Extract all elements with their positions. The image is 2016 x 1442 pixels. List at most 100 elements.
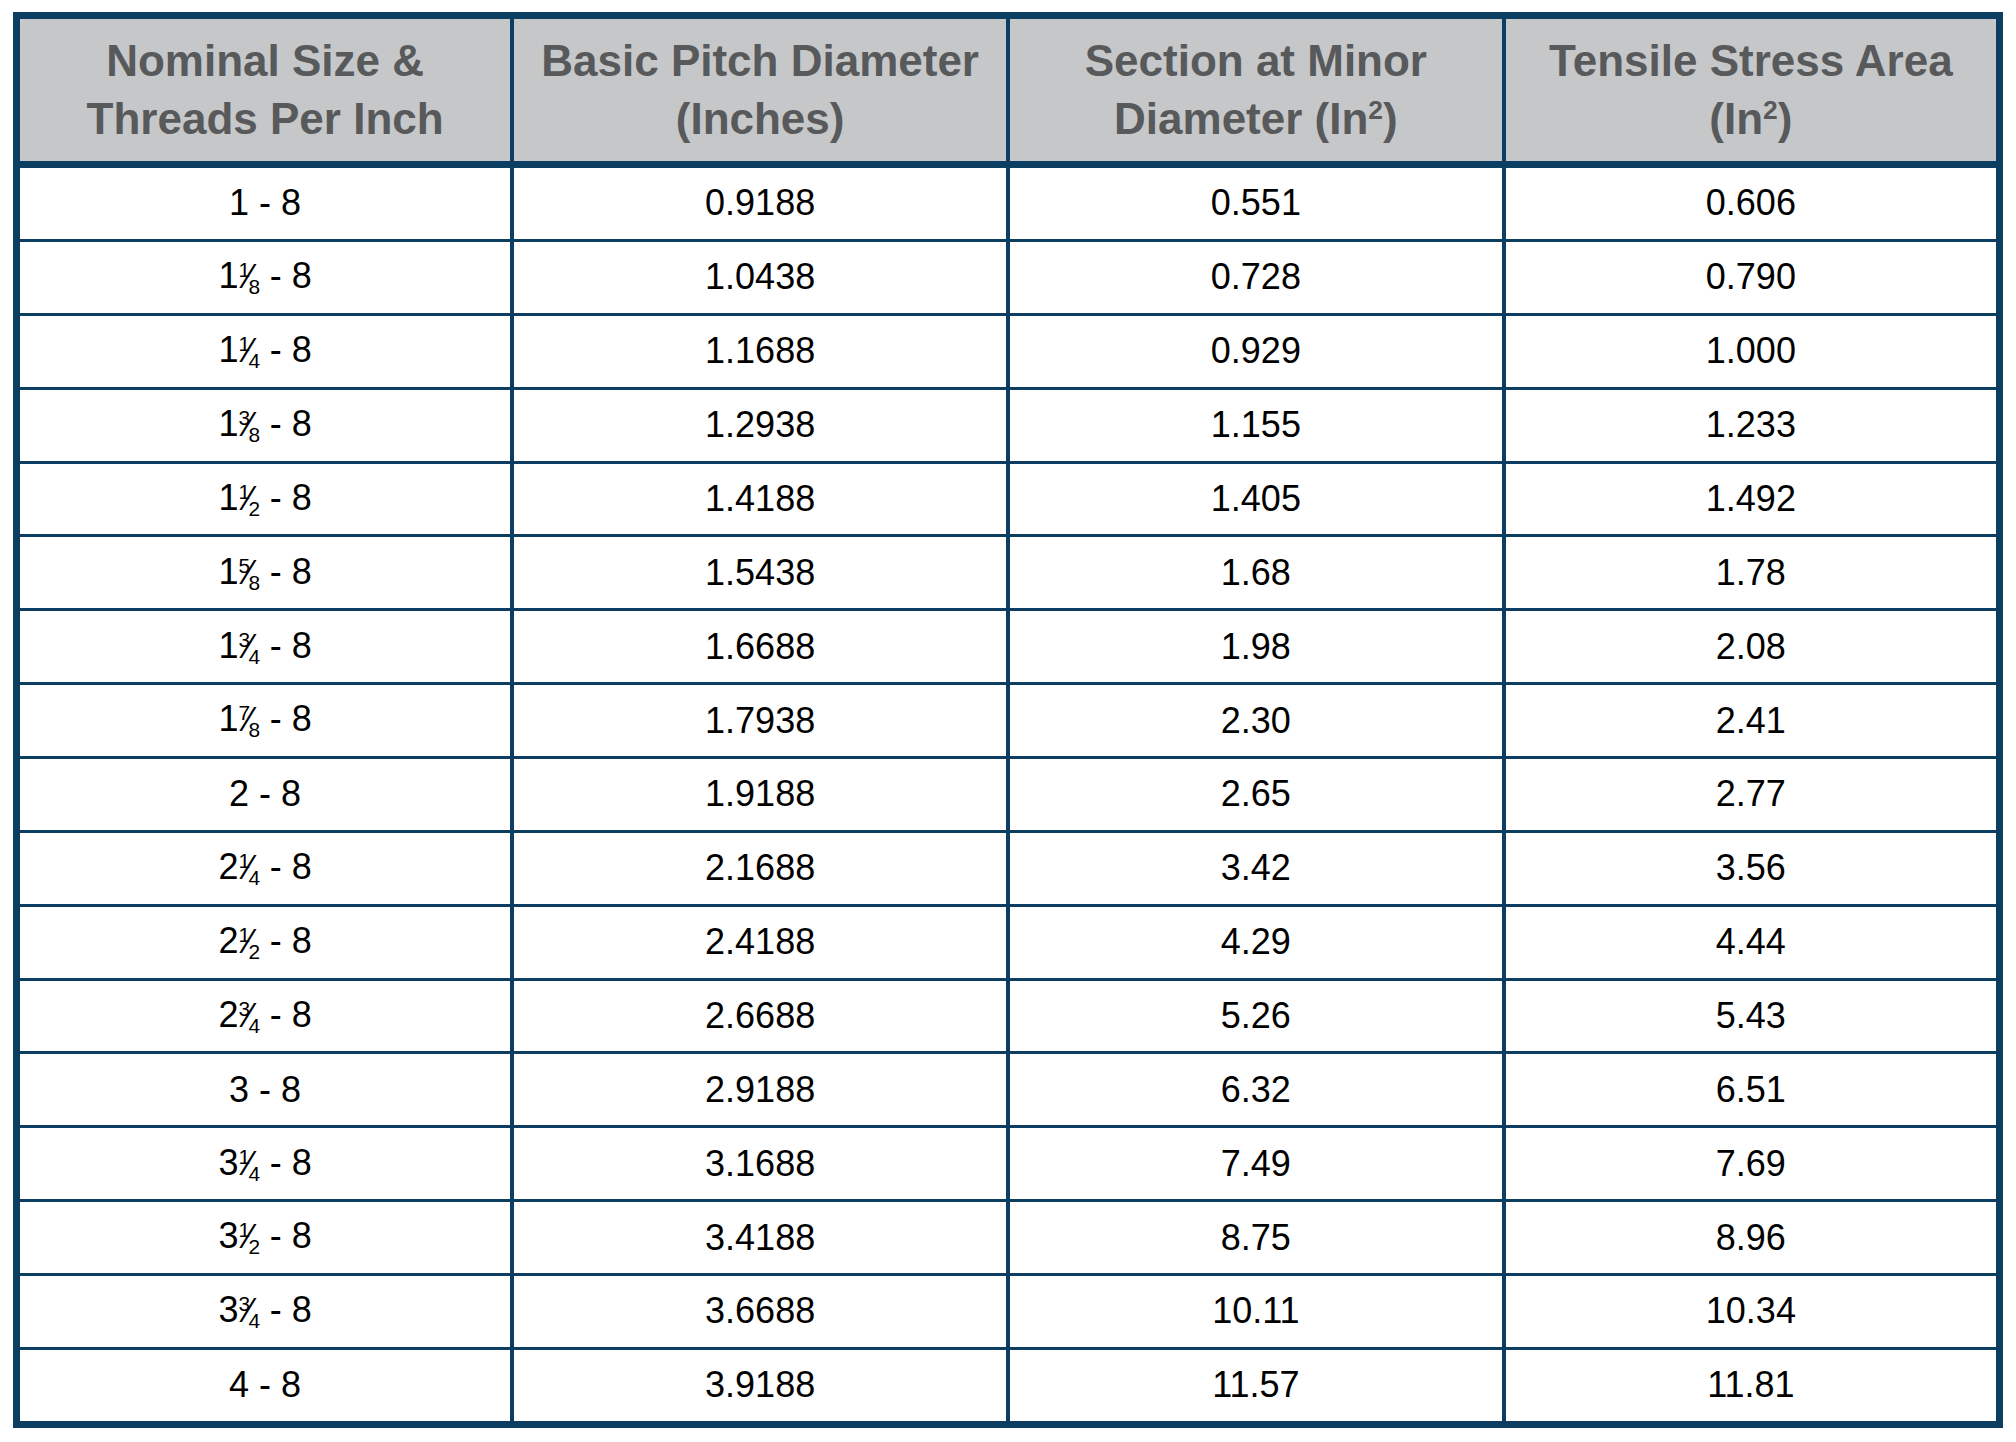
value-cell: 0.728 xyxy=(1008,240,1504,314)
table-header: Nominal Size & Threads Per InchBasic Pit… xyxy=(17,16,2000,165)
size-cell: 31⁄2 - 8 xyxy=(17,1201,513,1275)
fraction: 7⁄8 xyxy=(238,698,259,739)
value-cell: 1.5438 xyxy=(512,536,1008,610)
value-cell: 11.57 xyxy=(1008,1348,1504,1424)
value-cell: 1.492 xyxy=(1504,462,2000,536)
value-cell: 1.155 xyxy=(1008,388,1504,462)
value-cell: 3.1688 xyxy=(512,1127,1008,1201)
thread-spec-table: Nominal Size & Threads Per InchBasic Pit… xyxy=(13,12,2003,1428)
value-cell: 1.2938 xyxy=(512,388,1008,462)
column-header-0: Nominal Size & Threads Per Inch xyxy=(17,16,513,165)
value-cell: 4.29 xyxy=(1008,905,1504,979)
value-cell: 0.551 xyxy=(1008,165,1504,241)
value-cell: 1.68 xyxy=(1008,536,1504,610)
value-cell: 1.405 xyxy=(1008,462,1504,536)
value-cell: 2.77 xyxy=(1504,757,2000,831)
value-cell: 3.6688 xyxy=(512,1274,1008,1348)
fraction: 1⁄4 xyxy=(238,1142,259,1183)
value-cell: 3.42 xyxy=(1008,831,1504,905)
value-cell: 7.49 xyxy=(1008,1127,1504,1201)
size-cell: 11⁄8 - 8 xyxy=(17,240,513,314)
value-cell: 4.44 xyxy=(1504,905,2000,979)
column-header-1: Basic Pitch Diameter (Inches) xyxy=(512,16,1008,165)
size-cell: 11⁄2 - 8 xyxy=(17,462,513,536)
value-cell: 6.32 xyxy=(1008,1053,1504,1127)
fraction: 1⁄4 xyxy=(238,846,259,887)
size-cell: 3 - 8 xyxy=(17,1053,513,1127)
value-cell: 2.9188 xyxy=(512,1053,1008,1127)
value-cell: 0.790 xyxy=(1504,240,2000,314)
value-cell: 1.4188 xyxy=(512,462,1008,536)
table-row: 3 - 82.91886.326.51 xyxy=(17,1053,2000,1127)
value-cell: 7.69 xyxy=(1504,1127,2000,1201)
size-cell: 21⁄4 - 8 xyxy=(17,831,513,905)
fraction: 1⁄4 xyxy=(238,329,259,370)
table-row: 11⁄4 - 81.16880.9291.000 xyxy=(17,314,2000,388)
value-cell: 0.929 xyxy=(1008,314,1504,388)
page: Nominal Size & Threads Per InchBasic Pit… xyxy=(0,0,2016,1442)
size-cell: 13⁄4 - 8 xyxy=(17,610,513,684)
table-row: 21⁄2 - 82.41884.294.44 xyxy=(17,905,2000,979)
value-cell: 2.4188 xyxy=(512,905,1008,979)
fraction: 3⁄4 xyxy=(238,994,259,1035)
fraction: 3⁄4 xyxy=(238,625,259,666)
fraction: 1⁄2 xyxy=(238,920,259,961)
header-row: Nominal Size & Threads Per InchBasic Pit… xyxy=(17,16,2000,165)
value-cell: 10.11 xyxy=(1008,1274,1504,1348)
value-cell: 3.4188 xyxy=(512,1201,1008,1275)
table-row: 33⁄4 - 83.668810.1110.34 xyxy=(17,1274,2000,1348)
table-row: 15⁄8 - 81.54381.681.78 xyxy=(17,536,2000,610)
table-row: 11⁄2 - 81.41881.4051.492 xyxy=(17,462,2000,536)
table-row: 13⁄8 - 81.29381.1551.233 xyxy=(17,388,2000,462)
value-cell: 5.43 xyxy=(1504,979,2000,1053)
value-cell: 2.41 xyxy=(1504,684,2000,758)
value-cell: 1.6688 xyxy=(512,610,1008,684)
value-cell: 0.9188 xyxy=(512,165,1008,241)
value-cell: 2.1688 xyxy=(512,831,1008,905)
table-row: 31⁄4 - 83.16887.497.69 xyxy=(17,1127,2000,1201)
value-cell: 2.08 xyxy=(1504,610,2000,684)
table-row: 1 - 80.91880.5510.606 xyxy=(17,165,2000,241)
table-row: 13⁄4 - 81.66881.982.08 xyxy=(17,610,2000,684)
value-cell: 2.6688 xyxy=(512,979,1008,1053)
fraction: 3⁄4 xyxy=(238,1289,259,1330)
size-cell: 31⁄4 - 8 xyxy=(17,1127,513,1201)
table-row: 23⁄4 - 82.66885.265.43 xyxy=(17,979,2000,1053)
value-cell: 2.30 xyxy=(1008,684,1504,758)
size-cell: 15⁄8 - 8 xyxy=(17,536,513,610)
table-row: 11⁄8 - 81.04380.7280.790 xyxy=(17,240,2000,314)
value-cell: 1.7938 xyxy=(512,684,1008,758)
fraction: 1⁄2 xyxy=(238,1215,259,1256)
value-cell: 8.96 xyxy=(1504,1201,2000,1275)
value-cell: 8.75 xyxy=(1008,1201,1504,1275)
value-cell: 5.26 xyxy=(1008,979,1504,1053)
column-header-2: Section at Minor Diameter (In2) xyxy=(1008,16,1504,165)
value-cell: 1.0438 xyxy=(512,240,1008,314)
fraction: 3⁄8 xyxy=(238,403,259,444)
value-cell: 1.98 xyxy=(1008,610,1504,684)
value-cell: 2.65 xyxy=(1008,757,1504,831)
table-row: 2 - 81.91882.652.77 xyxy=(17,757,2000,831)
table-row: 17⁄8 - 81.79382.302.41 xyxy=(17,684,2000,758)
value-cell: 6.51 xyxy=(1504,1053,2000,1127)
size-cell: 33⁄4 - 8 xyxy=(17,1274,513,1348)
fraction: 1⁄2 xyxy=(238,477,259,518)
value-cell: 11.81 xyxy=(1504,1348,2000,1424)
size-cell: 23⁄4 - 8 xyxy=(17,979,513,1053)
size-cell: 1 - 8 xyxy=(17,165,513,241)
value-cell: 1.78 xyxy=(1504,536,2000,610)
size-cell: 17⁄8 - 8 xyxy=(17,684,513,758)
fraction: 1⁄8 xyxy=(238,255,259,296)
size-cell: 2 - 8 xyxy=(17,757,513,831)
column-header-3: Tensile Stress Area (In2) xyxy=(1504,16,2000,165)
size-cell: 11⁄4 - 8 xyxy=(17,314,513,388)
table-row: 4 - 83.918811.5711.81 xyxy=(17,1348,2000,1424)
value-cell: 3.56 xyxy=(1504,831,2000,905)
value-cell: 1.9188 xyxy=(512,757,1008,831)
size-cell: 4 - 8 xyxy=(17,1348,513,1424)
value-cell: 3.9188 xyxy=(512,1348,1008,1424)
fraction: 5⁄8 xyxy=(238,551,259,592)
value-cell: 1.000 xyxy=(1504,314,2000,388)
table-row: 31⁄2 - 83.41888.758.96 xyxy=(17,1201,2000,1275)
size-cell: 13⁄8 - 8 xyxy=(17,388,513,462)
